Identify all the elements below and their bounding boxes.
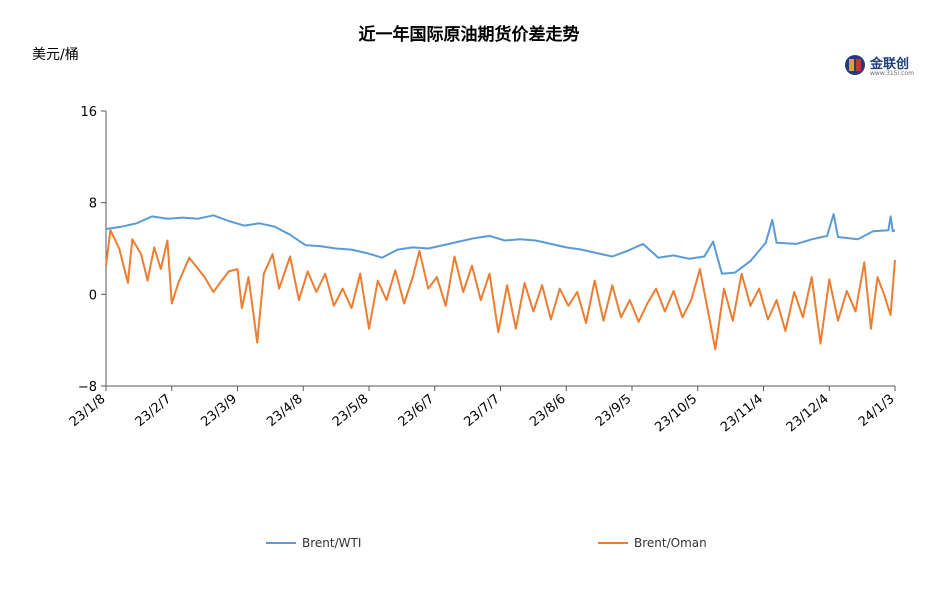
x-tick-label: 23/1/8	[67, 392, 109, 430]
x-tick-label: 23/7/7	[461, 392, 503, 430]
x-tick-label: 23/3/9	[198, 392, 240, 430]
brand-logo: 金联创 www.315i.com	[844, 50, 916, 82]
logo-text: 金联创	[870, 57, 910, 72]
legend-swatch	[266, 542, 296, 544]
x-tick-label: 23/4/8	[264, 392, 306, 430]
x-tick-label: 23/8/6	[527, 392, 569, 430]
y-axis-unit: 美元/桶	[32, 47, 79, 63]
y-tick-label: 16	[80, 105, 97, 120]
legend-item-brent-wti: Brent/WTI	[266, 536, 361, 550]
legend-item-brent-oman: Brent/Oman	[598, 536, 707, 550]
chart-axes	[105, 111, 895, 387]
series-line-brent-wti	[105, 213, 896, 275]
legend-swatch	[598, 542, 628, 544]
logo-subtext: www.315i.com	[870, 70, 914, 77]
x-axis-ticks: 23/1/8 23/2/7 23/3/9 23/4/8 23/5/8 23/6/7 23/7…	[67, 386, 898, 435]
x-tick-label: 23/10/5	[652, 392, 700, 436]
x-tick-label: 23/9/5	[593, 392, 635, 430]
logo-mark-icon	[845, 55, 865, 75]
chart-title: 近一年国际原油期货价差走势	[358, 25, 580, 45]
x-tick-label: 23/5/8	[330, 392, 372, 430]
x-tick-label: 23/2/7	[133, 392, 175, 430]
series-line-brent-oman	[105, 229, 896, 351]
y-axis-ticks: −8 0 8 16	[78, 105, 106, 395]
legend-label: Brent/Oman	[634, 536, 707, 550]
x-tick-label: 23/6/7	[396, 392, 438, 430]
y-tick-label: −8	[78, 380, 97, 395]
chart-series	[105, 213, 896, 351]
x-tick-label: 23/12/4	[784, 392, 832, 436]
legend-label: Brent/WTI	[302, 536, 362, 550]
x-tick-label: 24/1/3	[856, 392, 898, 430]
y-tick-label: 0	[89, 288, 97, 303]
x-tick-label: 23/11/4	[718, 392, 766, 436]
y-tick-label: 8	[89, 197, 97, 212]
